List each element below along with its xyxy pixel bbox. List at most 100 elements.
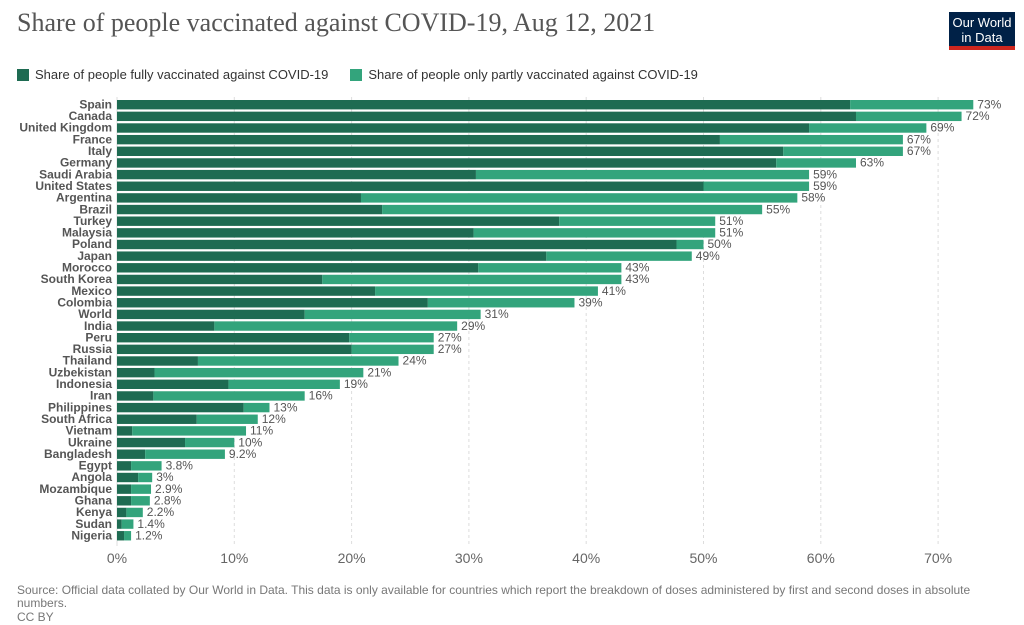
total-label: 69% xyxy=(930,121,954,135)
country-label: South Africa xyxy=(41,412,112,426)
total-label: 16% xyxy=(309,389,333,403)
total-label: 55% xyxy=(766,202,790,216)
country-label: Vietnam xyxy=(66,424,112,438)
country-label: Turkey xyxy=(74,214,113,228)
total-label: 67% xyxy=(907,144,931,158)
country-label: Malaysia xyxy=(62,226,112,240)
bar-partial xyxy=(360,193,798,203)
bar-full xyxy=(117,484,132,494)
total-label: 29% xyxy=(461,319,485,333)
legend-label-full: Share of people fully vaccinated against… xyxy=(35,67,329,82)
owid-logo[interactable]: Our World in Data xyxy=(949,12,1015,50)
total-label: 27% xyxy=(438,342,462,356)
x-tick-label: 10% xyxy=(220,550,248,566)
bar-partial xyxy=(145,449,225,459)
total-label: 39% xyxy=(578,295,602,309)
country-label: Mexico xyxy=(71,284,112,298)
bar-full xyxy=(117,507,127,518)
bar-full xyxy=(117,251,547,261)
bar-partial xyxy=(228,379,340,389)
bar-full xyxy=(117,531,125,541)
bar-partial xyxy=(719,134,903,145)
total-label: 1.2% xyxy=(135,528,163,542)
country-label: Egypt xyxy=(79,459,112,473)
total-label: 2.9% xyxy=(155,482,183,496)
bar-full xyxy=(117,496,132,506)
bar-partial xyxy=(382,204,763,215)
total-label: 63% xyxy=(860,156,884,170)
bar-partial xyxy=(131,484,152,494)
total-label: 43% xyxy=(625,261,649,275)
bar-full xyxy=(117,379,229,389)
bar-full xyxy=(117,333,350,343)
country-label: Argentina xyxy=(56,191,112,205)
bar-full xyxy=(117,321,215,331)
legend: Share of people fully vaccinated against… xyxy=(17,67,698,82)
bar-partial xyxy=(304,309,481,320)
country-label: Nigeria xyxy=(71,528,112,542)
country-label: Japan xyxy=(77,249,112,263)
country-label: Spain xyxy=(79,97,112,111)
bar-full xyxy=(117,286,376,296)
bar-chart: 0% 10% 20% 30% 40% 50% 60% 70% Spain 73% Canada 72%… xyxy=(19,97,1002,566)
country-label: World xyxy=(78,307,112,321)
legend-item-full[interactable]: Share of people fully vaccinated against… xyxy=(17,67,328,82)
total-label: 13% xyxy=(273,400,297,414)
bar-partial xyxy=(349,333,434,343)
total-label: 2.8% xyxy=(154,494,182,508)
country-label: United Kingdom xyxy=(19,121,112,135)
total-label: 2.2% xyxy=(147,505,175,519)
country-label: Kenya xyxy=(76,505,112,519)
source-note: Source: Official data collated by Our Wo… xyxy=(17,583,971,610)
x-tick-label: 20% xyxy=(338,550,366,566)
bar-full xyxy=(117,146,784,156)
bar-partial xyxy=(855,111,962,122)
bar-full xyxy=(117,274,323,285)
total-label: 10% xyxy=(238,435,262,449)
bar-partial xyxy=(473,228,716,238)
total-label: 73% xyxy=(977,97,1001,111)
total-label: 9.2% xyxy=(229,447,257,461)
bar-full xyxy=(117,123,810,133)
bar-full xyxy=(117,204,383,215)
bar-full xyxy=(117,298,428,308)
bar-full xyxy=(117,414,197,424)
bar-partial xyxy=(154,367,364,378)
bar-full xyxy=(117,426,133,436)
bar-partial xyxy=(783,146,903,156)
country-label: Germany xyxy=(60,156,112,170)
bar-partial xyxy=(132,426,247,436)
bar-partial xyxy=(124,531,132,541)
total-label: 51% xyxy=(719,214,743,228)
bar-partial xyxy=(197,356,399,366)
bar-partial xyxy=(850,100,974,110)
bar-full xyxy=(117,309,305,320)
x-tick-label: 40% xyxy=(572,550,600,566)
total-label: 58% xyxy=(801,191,825,205)
legend-swatch-partial xyxy=(350,68,363,81)
country-label: Ghana xyxy=(75,494,113,508)
country-label: Brazil xyxy=(79,202,112,216)
bar-full xyxy=(117,193,361,203)
bar-partial xyxy=(138,472,153,483)
bar-partial xyxy=(243,402,270,413)
country-label: Bangladesh xyxy=(44,447,112,461)
country-label: Philippines xyxy=(48,400,112,414)
x-tick-label: 0% xyxy=(107,550,127,566)
total-label: 50% xyxy=(708,237,732,251)
country-label: Ukraine xyxy=(68,435,112,449)
total-label: 59% xyxy=(813,167,837,181)
bar-full xyxy=(117,263,479,273)
logo-line-2: in Data xyxy=(961,30,1003,45)
bar-partial xyxy=(478,263,622,273)
total-label: 67% xyxy=(907,132,931,146)
bar-full xyxy=(117,367,155,378)
total-label: 1.4% xyxy=(137,517,165,531)
country-label: South Korea xyxy=(41,272,113,286)
country-label: Mozambique xyxy=(39,482,112,496)
legend-item-partial[interactable]: Share of people only partly vaccinated a… xyxy=(350,67,698,82)
total-label: 21% xyxy=(367,365,391,379)
country-label: Indonesia xyxy=(56,377,112,391)
chart-title: Share of people vaccinated against COVID… xyxy=(17,8,656,37)
bar-partial xyxy=(126,507,143,518)
